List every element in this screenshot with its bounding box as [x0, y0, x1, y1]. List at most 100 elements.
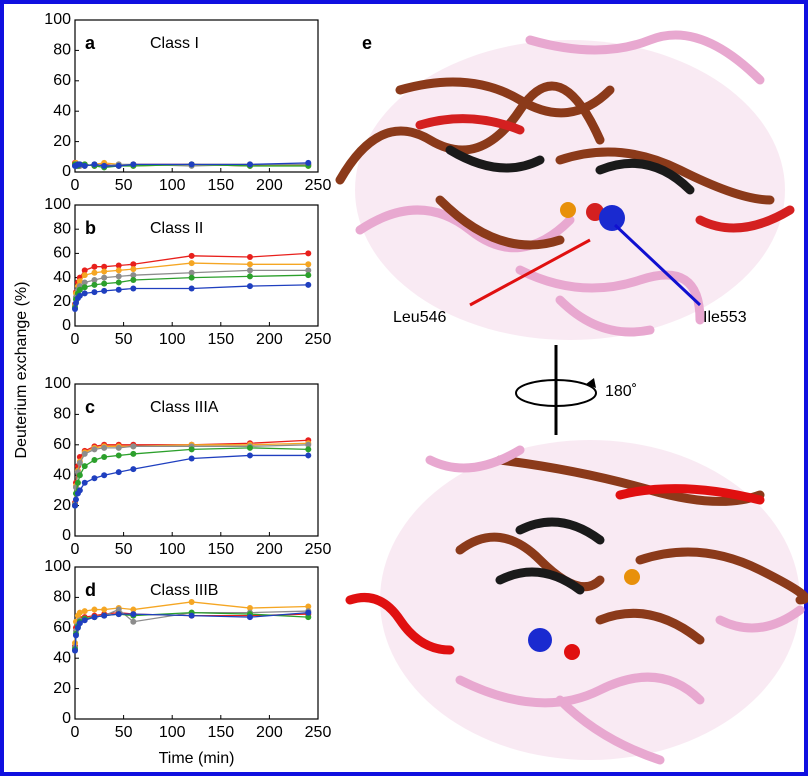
chart-title: Class IIIB	[150, 582, 218, 599]
data-point	[72, 648, 78, 654]
data-point	[101, 275, 107, 281]
x-tick-label: 250	[305, 724, 332, 741]
x-tick-label: 50	[115, 724, 133, 741]
data-point	[73, 632, 79, 638]
data-point	[305, 160, 311, 166]
x-tick-label: 50	[115, 541, 133, 558]
y-tick-label: 40	[53, 269, 71, 286]
y-tick-label: 100	[44, 196, 71, 213]
data-point	[130, 277, 136, 283]
x-tick-label: 100	[159, 724, 186, 741]
panel-label: a	[85, 33, 96, 53]
data-point	[91, 282, 97, 288]
data-point	[247, 445, 253, 451]
data-point	[101, 288, 107, 294]
data-point	[130, 285, 136, 291]
x-tick-label: 200	[256, 177, 283, 194]
panel-label: d	[85, 580, 96, 600]
panel-label: c	[85, 397, 95, 417]
data-point	[305, 610, 311, 616]
data-point	[72, 306, 78, 312]
data-point	[130, 466, 136, 472]
data-point	[247, 261, 253, 267]
y-tick-label: 80	[53, 589, 71, 606]
data-point	[91, 607, 97, 613]
data-point	[130, 451, 136, 457]
data-point	[116, 273, 122, 279]
data-point	[77, 487, 83, 493]
y-tick-label: 20	[53, 293, 71, 310]
y-tick-label: 40	[53, 649, 71, 666]
x-tick-label: 200	[256, 331, 283, 348]
data-point	[116, 445, 122, 451]
data-point	[82, 463, 88, 469]
x-tick-label: 0	[71, 177, 80, 194]
data-point	[247, 161, 253, 167]
x-tick-label: 0	[71, 724, 80, 741]
data-point	[305, 452, 311, 458]
data-point	[130, 443, 136, 449]
panel-label: b	[85, 218, 96, 238]
data-point	[305, 261, 311, 267]
chart-title: Class IIIA	[150, 399, 219, 416]
data-point	[91, 614, 97, 620]
x-tick-label: 250	[305, 331, 332, 348]
data-point	[73, 497, 79, 503]
y-tick-label: 40	[53, 466, 71, 483]
x-tick-label: 100	[159, 177, 186, 194]
data-point	[189, 161, 195, 167]
data-point	[305, 282, 311, 288]
data-point	[116, 287, 122, 293]
y-tick-label: 100	[44, 558, 71, 575]
data-point	[82, 617, 88, 623]
data-point	[116, 452, 122, 458]
x-tick-label: 250	[305, 177, 332, 194]
data-point	[130, 619, 136, 625]
data-point	[82, 290, 88, 296]
data-point	[189, 253, 195, 259]
chart-title: Class II	[150, 220, 203, 237]
data-point	[101, 445, 107, 451]
data-point	[247, 273, 253, 279]
x-tick-label: 0	[71, 331, 80, 348]
y-tick-label: 80	[53, 42, 71, 59]
data-point	[91, 475, 97, 481]
data-point	[189, 455, 195, 461]
x-tick-label: 0	[71, 541, 80, 558]
data-point	[101, 454, 107, 460]
y-tick-label: 60	[53, 436, 71, 453]
data-point	[72, 503, 78, 509]
data-point	[189, 260, 195, 266]
x-tick-label: 150	[207, 177, 234, 194]
data-point	[305, 250, 311, 256]
data-point	[77, 472, 83, 478]
data-point	[101, 269, 107, 275]
data-point	[116, 279, 122, 285]
data-point	[91, 161, 97, 167]
data-point	[91, 446, 97, 452]
x-axis-label: Time (min)	[159, 750, 235, 767]
data-point	[91, 457, 97, 463]
data-point	[91, 270, 97, 276]
y-tick-label: 100	[44, 375, 71, 392]
data-point	[189, 446, 195, 452]
x-tick-label: 100	[159, 331, 186, 348]
y-tick-label: 20	[53, 497, 71, 514]
data-point	[101, 613, 107, 619]
y-axis-label: Deuterium exchange (%)	[13, 282, 30, 459]
y-tick-label: 80	[53, 406, 71, 423]
data-point	[247, 283, 253, 289]
data-point	[82, 480, 88, 486]
data-point	[189, 285, 195, 291]
data-point	[189, 599, 195, 605]
x-tick-label: 150	[207, 724, 234, 741]
x-tick-label: 50	[115, 331, 133, 348]
figure: Deuterium exchange (%) e Leu546 Ile553	[0, 0, 808, 776]
x-tick-label: 150	[207, 541, 234, 558]
data-point	[305, 272, 311, 278]
data-point	[130, 266, 136, 272]
x-tick-label: 200	[256, 724, 283, 741]
data-point	[82, 272, 88, 278]
data-point	[305, 446, 311, 452]
data-point	[101, 281, 107, 287]
